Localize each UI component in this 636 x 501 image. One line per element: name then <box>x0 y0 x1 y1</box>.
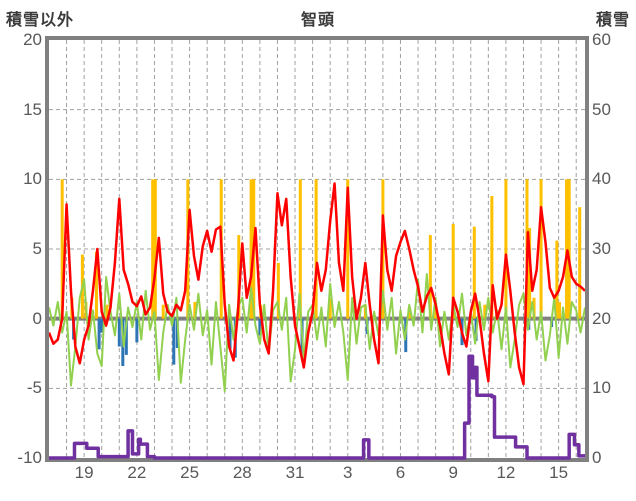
right-axis-tick: 0 <box>592 448 602 467</box>
precipitation-bars <box>451 223 455 319</box>
precipitation-bars <box>490 196 494 319</box>
x-axis-tick: 9 <box>448 463 458 482</box>
blue-bars <box>258 318 262 336</box>
precipitation-bars <box>105 304 109 319</box>
precipitation-bars <box>434 304 438 319</box>
green-line <box>48 273 586 393</box>
x-axis-tick: 22 <box>127 463 147 482</box>
left-axis-tick: 0 <box>32 308 42 328</box>
x-axis-tick: 28 <box>232 463 252 482</box>
snow-depth-line <box>49 354 585 460</box>
precipitation-bars <box>193 301 197 319</box>
x-axis-tick: 6 <box>395 463 406 482</box>
blue-bars <box>124 318 128 355</box>
precipitation-bars <box>567 179 571 319</box>
x-axis-tick: 31 <box>285 463 305 482</box>
blue-bars <box>97 318 101 350</box>
precipitation-bars <box>532 297 536 319</box>
right-axis-tick: 10 <box>592 378 611 398</box>
precipitation-bars <box>565 179 569 319</box>
right-axis-tick: 60 <box>592 30 611 49</box>
precipitation-bars <box>151 179 155 319</box>
precipitation-bars <box>483 304 487 319</box>
x-axis-tick: 19 <box>74 463 94 482</box>
blue-bars <box>172 318 176 365</box>
left-axis-tick: 20 <box>23 30 42 49</box>
precipitation-bars <box>276 262 280 319</box>
precipitation-bars <box>407 307 411 319</box>
precipitation-bars <box>558 301 562 319</box>
precipitation-bars <box>504 179 508 319</box>
precipitation-bars <box>314 179 318 319</box>
blue-bars <box>100 318 104 333</box>
precipitation-bars <box>539 179 543 319</box>
left-axis-tick: 15 <box>23 99 42 119</box>
precipitation-bars <box>555 240 559 319</box>
precipitation-bars <box>528 228 532 319</box>
precipitation-bars <box>472 226 476 319</box>
x-axis-tick: 25 <box>180 463 200 482</box>
x-axis-tick: 15 <box>549 463 569 482</box>
left-axis-tick: -5 <box>26 378 42 398</box>
left-axis-tick: 10 <box>23 169 42 189</box>
left-axis-tick: 5 <box>32 239 42 258</box>
precipitation-bars <box>237 235 241 319</box>
precipitation-bars <box>346 179 350 319</box>
precipitation-bars <box>578 207 582 319</box>
chart-title: 智頭 <box>300 12 335 29</box>
precipitation-bars <box>60 179 64 319</box>
precipitation-bars <box>153 179 157 319</box>
precipitation-bars <box>428 235 432 319</box>
x-axis-tick: 12 <box>496 463 516 482</box>
x-axis-tick: 3 <box>343 463 353 482</box>
precipitation-bars <box>249 179 253 319</box>
blue-bars <box>228 318 232 350</box>
precipitation-bars <box>328 297 332 319</box>
right-axis-tick: 40 <box>592 169 611 189</box>
blue-bars <box>135 318 139 343</box>
precipitation-bars <box>94 251 98 319</box>
right-axis-tick: 20 <box>592 308 611 328</box>
blue-bars <box>117 318 121 347</box>
left-axis-title: 積雪以外 <box>6 12 75 29</box>
right-axis-tick: 50 <box>592 99 611 119</box>
right-axis-tick: 30 <box>592 239 611 258</box>
temperature-line <box>47 182 586 386</box>
left-axis-tick: -10 <box>17 448 42 467</box>
precipitation-bars <box>161 304 165 319</box>
precipitation-bars <box>298 179 302 319</box>
right-axis-title: 積雪 <box>595 12 630 29</box>
plot-frame <box>45 36 589 462</box>
